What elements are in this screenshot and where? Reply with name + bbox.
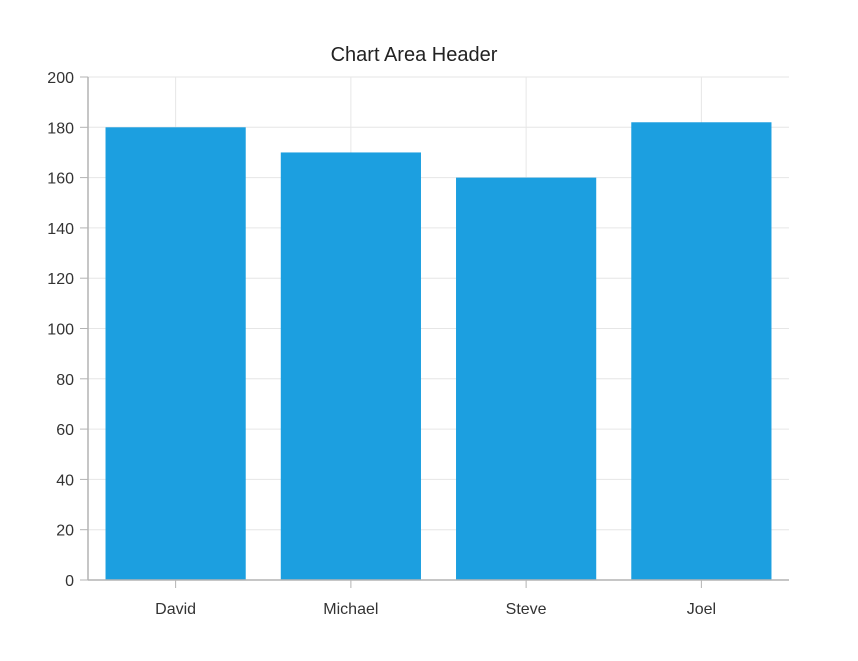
y-tick-label: 160 [47,171,74,188]
y-tick-label: 80 [56,372,74,389]
x-tick-label: Michael [323,601,378,618]
x-tick-label: Steve [506,601,547,618]
y-tick-label: 60 [56,422,74,439]
chart-title: Chart Area Header [330,44,498,66]
y-tick-label: 120 [47,271,74,288]
bar-michael [280,152,421,580]
y-tick-label: 40 [56,472,74,489]
y-tick-label: 0 [65,573,74,590]
y-tick-label: 200 [47,70,74,87]
bar-steve [456,177,597,580]
y-tick-label: 20 [56,523,74,540]
axes [80,76,789,588]
bar-david [105,127,246,581]
bar-joel [631,122,772,581]
y-tick-label: 140 [47,221,74,238]
x-tick-label: Joel [687,601,716,618]
x-tick-label: David [155,601,196,618]
tick-labels: 0 20 40 60 80 100 120 140 160 180 200 David Michael S… [47,70,716,618]
y-tick-label: 100 [47,322,74,339]
y-tick-label: 180 [47,120,74,137]
bars [105,122,772,581]
